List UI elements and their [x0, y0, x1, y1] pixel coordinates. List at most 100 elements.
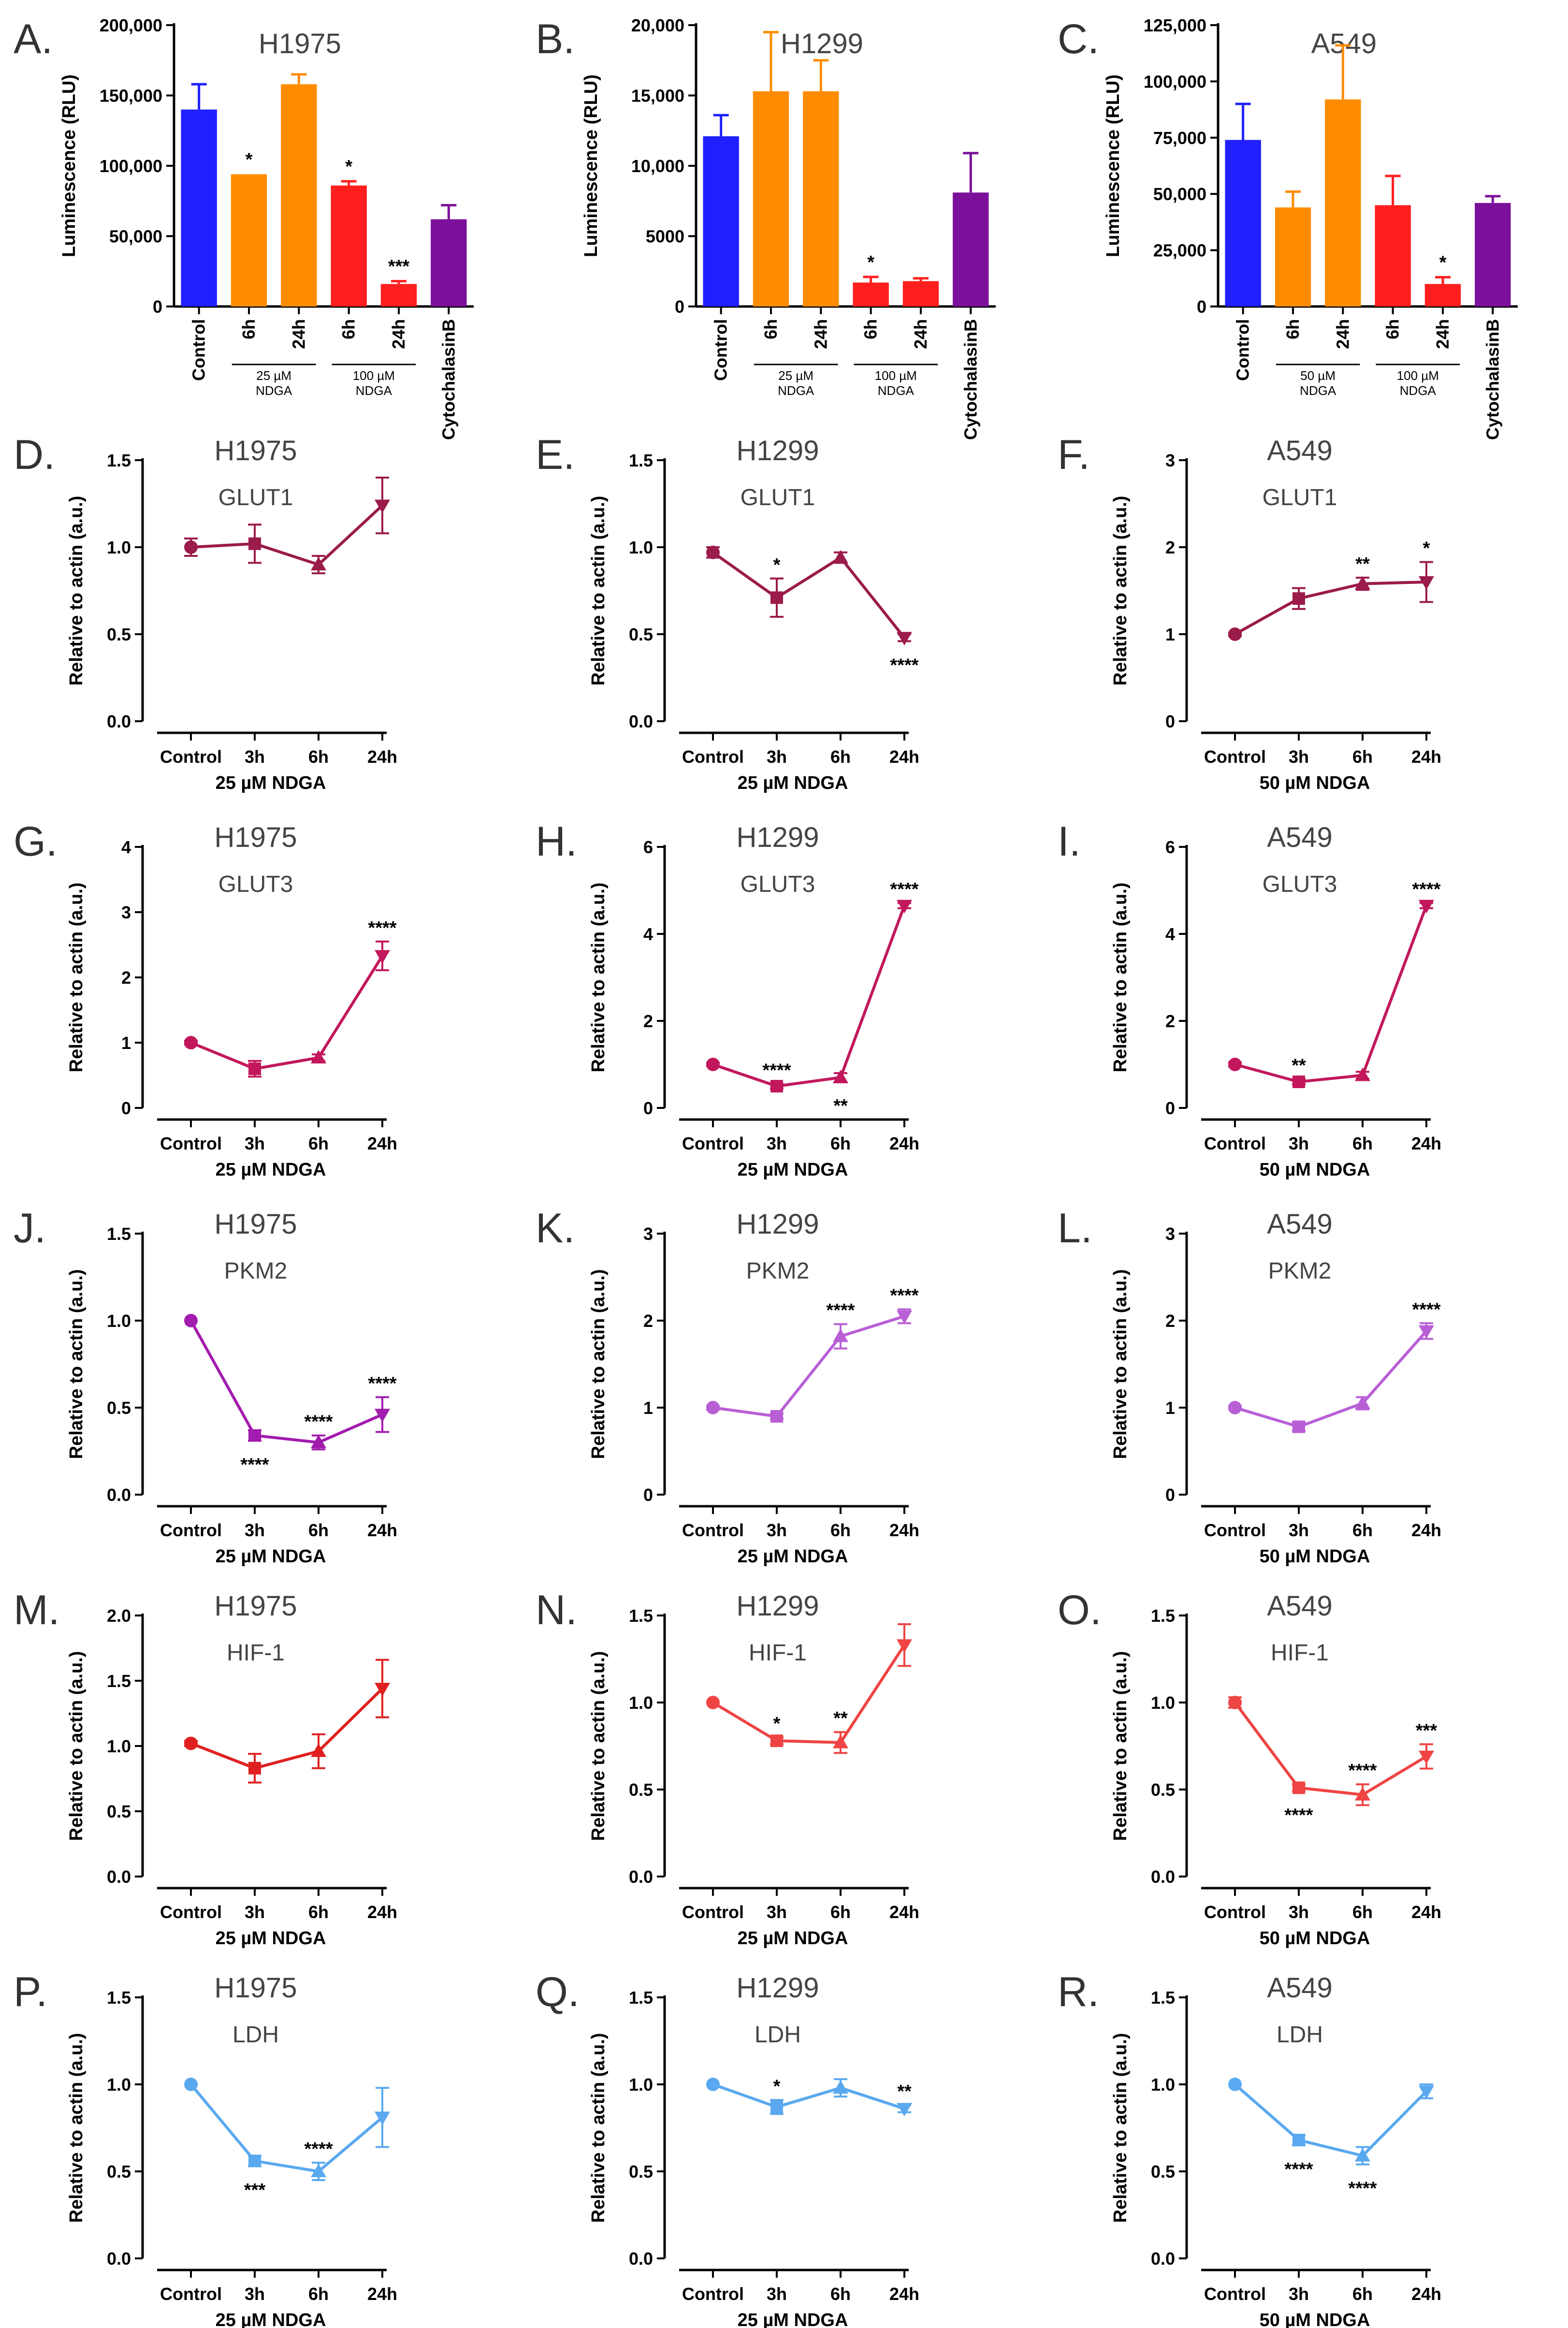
group-label-line: NDGA: [878, 383, 915, 398]
x-category-label: 6h: [1352, 1902, 1373, 1922]
data-point-marker: [248, 1429, 261, 1442]
y-tick-label: 0.0: [107, 1867, 131, 1887]
x-category-label: Control: [682, 2284, 744, 2304]
x-category-label: 6h: [308, 1520, 329, 1540]
data-point-marker: [375, 2111, 390, 2125]
data-point-marker: [1355, 1787, 1370, 1801]
panel-f: F. A549 GLUT1 0 1 2 3 Relative to actin (a.u.) 5…: [1058, 432, 1441, 793]
series-line: [189, 2083, 383, 2173]
significance-marker: ****: [368, 918, 396, 938]
y-tick-label: 0: [1165, 1098, 1175, 1118]
cell-line-title: A549: [1267, 1972, 1332, 2004]
series-line: [190, 955, 384, 1071]
y-tick-label: 1.0: [107, 1736, 131, 1756]
significance-marker: ****: [1348, 2179, 1377, 2199]
x-category-label: Control: [682, 1902, 744, 1922]
data-point-marker: [1355, 2148, 1370, 2162]
data-point-marker: [706, 545, 720, 559]
y-tick-label: 100,000: [1144, 72, 1206, 91]
significance-marker: ***: [244, 2180, 266, 2200]
x-category-label: 6h: [1352, 2284, 1373, 2304]
group-label-line: 100 µM: [875, 368, 917, 383]
data-point-marker: [833, 1328, 848, 1342]
x-category-label: 24h: [889, 1902, 919, 1922]
x-category-label: Control: [1204, 2284, 1266, 2304]
y-tick-label: 200,000: [100, 15, 162, 35]
data-point-marker: [770, 1734, 783, 1747]
series-line: [1234, 1330, 1428, 1428]
series-line: [190, 1688, 384, 1770]
x-category-label: 24h: [367, 747, 397, 767]
data-point-marker: [311, 1743, 326, 1757]
x-category-label: 6h: [861, 319, 881, 339]
y-tick-label: 1: [643, 1398, 653, 1418]
y-axis-label: Relative to actin (a.u.): [1110, 883, 1131, 1073]
y-axis-label: Relative to actin (a.u.): [66, 496, 87, 686]
y-tick-label: 0.5: [1151, 1780, 1175, 1800]
bar: [1375, 205, 1411, 306]
series-line: [189, 1320, 383, 1444]
x-category-label: Control: [711, 319, 731, 381]
data-point-marker: [770, 1080, 783, 1092]
bar: [853, 282, 889, 306]
significance-marker: ****: [1284, 2159, 1313, 2180]
y-tick-label: 1.0: [629, 538, 653, 557]
data-point-marker: [311, 1435, 326, 1448]
data-point-marker: [1419, 2085, 1434, 2099]
data-point-marker: [833, 1734, 848, 1748]
y-axis-label: Relative to actin (a.u.): [588, 883, 609, 1073]
data-point-marker: [1292, 1781, 1305, 1794]
x-category-label: 6h: [830, 1134, 851, 1153]
x-category-label: 3h: [767, 2284, 787, 2304]
panel-g: G. H1975 GLUT3 0 1 2 3 4 Relative to actin (a.u.…: [14, 818, 397, 1180]
data-point-marker: [1228, 1696, 1242, 1709]
x-category-label: 6h: [308, 1134, 329, 1153]
x-category-label: 6h: [1383, 319, 1403, 339]
data-point-marker: [311, 557, 326, 570]
x-category-label: Control: [682, 747, 744, 767]
x-category-label: Control: [682, 1520, 744, 1540]
panel-label: M.: [14, 1587, 60, 1633]
panel-c: C. A549025,00050,00075,000100,000125,000L…: [1058, 15, 1518, 440]
y-tick-label: 0: [643, 1098, 653, 1118]
panel-m: M. H1975 HIF-1 0.0 0.5 1.0 1.5 2.0 Relative to a…: [14, 1587, 397, 1949]
panel-q: Q. H1299 LDH 0.0 0.5 1.0 1.5 Relative to actin …: [536, 1969, 919, 2328]
gene-title: HIF-1: [227, 1640, 285, 1666]
series-line: [712, 905, 906, 1088]
bar: [1275, 207, 1311, 306]
x-category-label: 3h: [767, 1134, 787, 1153]
y-tick-label: 1.0: [107, 538, 131, 557]
bar: [753, 91, 789, 306]
significance-marker: ****: [1412, 879, 1440, 900]
y-tick-label: 20,000: [631, 15, 684, 35]
y-axis-label: Relative to actin (a.u.): [66, 1269, 87, 1459]
bar: [703, 136, 739, 306]
x-category-label: 6h: [308, 2284, 329, 2304]
data-point-marker: [375, 1683, 390, 1697]
data-point-marker: [184, 1314, 198, 1327]
group-label: 100 µM NDGA: [875, 368, 917, 398]
x-category-label: 3h: [767, 1902, 787, 1922]
group-label: 25 µM NDGA: [256, 368, 292, 398]
data-point-marker: [184, 540, 198, 554]
y-axis-label: Relative to actin (a.u.): [588, 1651, 609, 1841]
x-category-label: 6h: [1352, 1134, 1373, 1153]
y-tick-label: 75,000: [1153, 128, 1206, 148]
data-point-marker: [248, 1062, 261, 1075]
x-axis-label: 50 µM NDGA: [1260, 773, 1370, 793]
group-label-line: 100 µM: [1397, 368, 1439, 383]
y-axis-label: Relative to actin (a.u.): [588, 2033, 609, 2223]
x-axis-label: 25 µM NDGA: [738, 773, 848, 793]
panel-p: P. H1975 LDH 0.0 0.5 1.0 1.5 Relative to actin …: [14, 1969, 397, 2328]
bar: [1424, 284, 1461, 306]
y-tick-label: 2: [1165, 538, 1175, 557]
significance-marker: *: [246, 149, 253, 170]
data-point-marker: [375, 1409, 390, 1423]
x-axis-label: 25 µM NDGA: [738, 2310, 848, 2328]
y-axis-label: Relative to actin (a.u.): [1110, 2033, 1131, 2223]
panel-label: E.: [536, 432, 575, 478]
y-tick-label: 0.0: [107, 712, 131, 731]
gene-title: GLUT3: [740, 872, 815, 897]
data-point-marker: [897, 1639, 912, 1653]
data-point-marker: [1228, 1401, 1242, 1414]
